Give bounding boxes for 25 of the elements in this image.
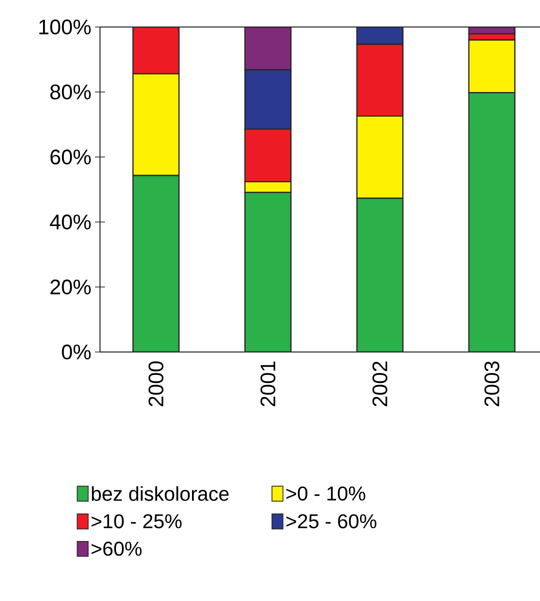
bar	[244, 192, 292, 352]
legend-label: bez diskolorace	[92, 486, 229, 501]
legend-label: >60%	[92, 542, 142, 556]
legend-label: >0 - 10%	[286, 486, 366, 501]
x-tick-label: 2000	[148, 361, 164, 406]
y-tick-label: 0%	[62, 344, 91, 360]
bar	[356, 26, 404, 45]
x-tick-label: 2003	[484, 361, 500, 406]
y-tick-label: 80%	[50, 84, 91, 100]
bar	[132, 26, 180, 74]
y-tick-label: 60%	[50, 150, 91, 164]
x-tick-label: 2001	[260, 362, 276, 406]
bar	[356, 198, 404, 352]
x-tick-label: 2002	[372, 362, 388, 406]
legend-label: >25 - 60%	[286, 514, 376, 528]
bar	[356, 44, 404, 117]
bar	[244, 128, 292, 182]
bar	[468, 92, 516, 352]
bar	[244, 26, 292, 70]
bar	[244, 69, 292, 130]
bar	[132, 174, 180, 352]
y-tick-label: 20%	[50, 280, 91, 294]
y-tick-label: 100%	[39, 20, 91, 34]
legend-label: >10 - 25%	[92, 514, 182, 528]
y-tick-label: 40%	[50, 214, 91, 230]
